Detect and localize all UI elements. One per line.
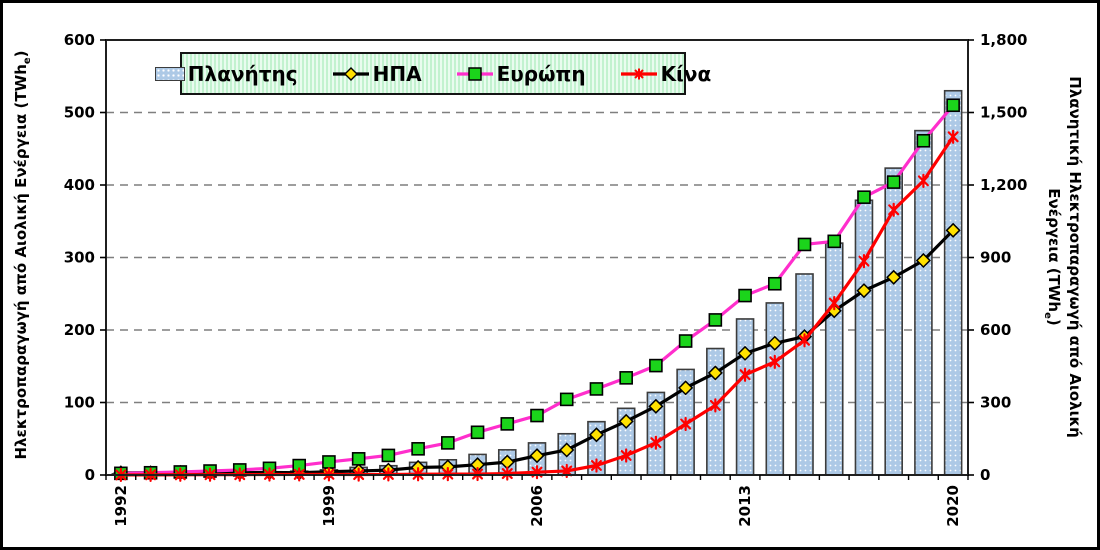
right-tick-label-1800: 1,800: [980, 31, 1027, 49]
right-tick-label-1200: 1,200: [980, 176, 1027, 194]
marker-ΗΠΑ-2014: [767, 335, 783, 351]
marker-ΗΠΑ-2010: [648, 398, 664, 414]
left-axis-title-text: Ηλεκτροπαραγωγή από Αιολική Ενέργεια (TW…: [12, 64, 30, 460]
bar-2016: [824, 242, 844, 476]
x-tick-label-2013: 2013: [736, 485, 754, 527]
marker-ΗΠΑ-2020: [945, 222, 961, 238]
left-tick-label-400: 400: [64, 176, 95, 194]
left-tick-label-500: 500: [64, 104, 95, 122]
legend-label-europe: Ευρώπη: [496, 61, 586, 86]
legend: Πλανήτης ΗΠΑ Ευρώπη Κίνα: [154, 52, 711, 95]
left-tick-label-100: 100: [64, 394, 95, 412]
right-tick-label-300: 300: [980, 394, 1011, 412]
marker-ΗΠΑ-2018: [886, 269, 902, 285]
marker-ΗΠΑ-2017: [856, 283, 872, 299]
planet-bar-swatch-icon: [154, 66, 185, 81]
marker-Ευρώπη-2002: [411, 442, 425, 456]
marker-Ευρώπη-2015: [797, 237, 812, 252]
marker-Ευρώπη-2005: [500, 417, 515, 431]
left-axis-title-subscript: e: [22, 57, 33, 65]
marker-Ευρώπη-2019: [916, 133, 931, 148]
marker-ΗΠΑ-2011: [678, 380, 694, 396]
marker-Κίνα-2016: [828, 296, 840, 311]
marker-Ευρώπη-2003: [441, 436, 455, 450]
right-axis-title-line1: Πλανητική Ηλεκτροπαραγωγή από Αιολική: [1066, 76, 1084, 438]
right-axis-title-line2: Ενέργεια (TWhe): [1037, 25, 1064, 489]
chart-plot-area: 0 100 200 300 400 500 600 0 300 600 900 1,200 1,500 1…: [64, 31, 1028, 527]
left-tick-label-300: 300: [64, 249, 95, 267]
marker-Κίνα-2011: [680, 416, 692, 432]
marker-Κίνα-2009: [620, 448, 632, 463]
bar-2013: [735, 318, 755, 476]
marker-Ευρώπη-2018: [886, 175, 901, 189]
marker-Ευρώπη-1999: [322, 455, 336, 469]
right-tick-label-1500: 1,500: [980, 104, 1027, 122]
marker-ΗΠΑ-2013: [737, 345, 753, 361]
legend-item-usa: ΗΠΑ: [332, 62, 422, 86]
marker-Ευρώπη-2016: [827, 234, 842, 249]
legend-item-china: Κίνα: [620, 61, 712, 86]
left-axis-title-close: ): [12, 50, 30, 58]
x-tick-label-2020: 2020: [944, 485, 962, 527]
marker-Κίνα-2015: [799, 333, 811, 348]
legend-item-europe: Ευρώπη: [456, 62, 586, 86]
x-tick-label-2006: 2006: [528, 485, 546, 527]
legend-label-planet: Πλανήτης: [187, 61, 298, 86]
marker-ΗΠΑ-2007: [559, 442, 575, 458]
marker-Ευρώπη-2017: [857, 190, 871, 204]
marker-ΗΠΑ-2008: [588, 427, 605, 443]
bar-2015: [795, 273, 814, 476]
marker-Κίνα-2020: [947, 129, 959, 144]
legend-item-planet: Πλανήτης: [154, 61, 298, 86]
bar-2017: [854, 199, 874, 476]
usa-line-swatch-icon: [332, 65, 370, 83]
legend-label-china: Κίνα: [660, 61, 712, 86]
marker-Ευρώπη-2014: [767, 276, 782, 291]
marker-Κίνα-2008: [590, 458, 602, 473]
marker-ΗΠΑ-2012: [707, 365, 723, 381]
right-axis-title-close: ): [1045, 318, 1063, 326]
marker-ΗΠΑ-2006: [529, 448, 545, 464]
left-tick-label-200: 200: [64, 321, 95, 339]
marker-Ευρώπη-2020: [946, 98, 960, 113]
x-tick-label-1999: 1999: [320, 485, 338, 527]
right-tick-label-0: 0: [980, 466, 990, 484]
legend-label-usa: ΗΠΑ: [372, 61, 422, 86]
marker-ΗΠΑ-2019: [915, 252, 931, 269]
x-tick-label-1992: 1992: [112, 485, 130, 527]
right-axis-title-line2-text: Ενέργεια (TWh: [1045, 188, 1063, 313]
right-tick-label-900: 900: [980, 249, 1011, 267]
right-tick-label-600: 600: [980, 321, 1011, 339]
marker-Κίνα-2010: [650, 435, 662, 450]
marker-Ευρώπη-2011: [678, 334, 693, 348]
left-axis-title: Ηλεκτροπαραγωγή από Αιολική Ενέργεια (TW…: [11, 3, 37, 515]
marker-Ευρώπη-2006: [530, 408, 544, 423]
marker-Κίνα-2019: [917, 173, 929, 188]
china-line-swatch-icon: [620, 65, 658, 83]
marker-Κίνα-2013: [739, 367, 751, 382]
marker-Ευρώπη-2004: [470, 425, 485, 440]
marker-Ευρώπη-2013: [738, 288, 752, 303]
left-tick-label-0: 0: [85, 466, 95, 484]
bar-2014: [765, 302, 785, 476]
marker-Κίνα-2018: [888, 202, 900, 217]
marker-Ευρώπη-2007: [559, 392, 574, 407]
right-axis-title: Πλανητική Ηλεκτροπαραγωγή από Αιολική Εν…: [1041, 25, 1085, 489]
marker-Κίνα-2014: [769, 354, 781, 369]
marker-Ευρώπη-2009: [619, 371, 633, 385]
marker-Ευρώπη-2012: [708, 313, 723, 327]
marker-Ευρώπη-2001: [381, 448, 396, 463]
marker-Ευρώπη-2000: [351, 452, 366, 466]
europe-line-swatch-icon: [456, 65, 494, 83]
marker-Ευρώπη-2008: [589, 382, 604, 396]
right-axis-title-subscript: e: [1042, 312, 1053, 319]
marker-Ευρώπη-2010: [649, 358, 663, 373]
marker-Κίνα-2005: [501, 466, 513, 481]
marker-Κίνα-2012: [709, 398, 721, 413]
marker-ΗΠΑ-2009: [618, 413, 634, 429]
marker-Κίνα-2017: [858, 254, 870, 269]
left-tick-label-600: 600: [64, 31, 95, 49]
